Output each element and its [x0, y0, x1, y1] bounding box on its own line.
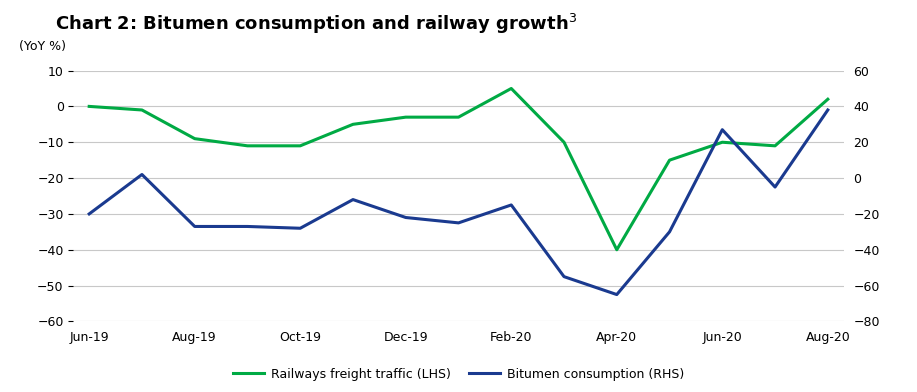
Railways freight traffic (LHS): [664, 158, 675, 163]
Bitumen consumption (RHS): [453, 221, 464, 225]
Line: Railways freight traffic (LHS): Railways freight traffic (LHS): [89, 89, 828, 250]
Railways freight traffic (LHS): [612, 247, 623, 252]
Bitumen consumption (RHS): [242, 224, 253, 229]
Railways freight traffic (LHS): [558, 140, 569, 145]
Text: (YoY %): (YoY %): [19, 40, 66, 53]
Bitumen consumption (RHS): [294, 226, 305, 230]
Railways freight traffic (LHS): [83, 104, 94, 109]
Bitumen consumption (RHS): [506, 203, 517, 207]
Bitumen consumption (RHS): [558, 274, 569, 279]
Railways freight traffic (LHS): [453, 115, 464, 120]
Railways freight traffic (LHS): [242, 143, 253, 148]
Railways freight traffic (LHS): [823, 97, 834, 102]
Bitumen consumption (RHS): [769, 185, 780, 189]
Bitumen consumption (RHS): [137, 172, 148, 177]
Railways freight traffic (LHS): [717, 140, 728, 145]
Railways freight traffic (LHS): [294, 143, 305, 148]
Railways freight traffic (LHS): [506, 86, 517, 91]
Line: Bitumen consumption (RHS): Bitumen consumption (RHS): [89, 110, 828, 294]
Bitumen consumption (RHS): [400, 215, 411, 220]
Text: Chart 2: Bitumen consumption and railway growth$^{3}$: Chart 2: Bitumen consumption and railway…: [55, 12, 577, 36]
Bitumen consumption (RHS): [823, 108, 834, 113]
Bitumen consumption (RHS): [664, 229, 675, 234]
Railways freight traffic (LHS): [400, 115, 411, 120]
Railways freight traffic (LHS): [137, 108, 148, 113]
Bitumen consumption (RHS): [612, 292, 623, 297]
Legend: Railways freight traffic (LHS), Bitumen consumption (RHS): Railways freight traffic (LHS), Bitumen …: [228, 363, 689, 386]
Railways freight traffic (LHS): [189, 136, 200, 141]
Railways freight traffic (LHS): [769, 143, 780, 148]
Bitumen consumption (RHS): [348, 197, 359, 202]
Bitumen consumption (RHS): [83, 212, 94, 216]
Bitumen consumption (RHS): [189, 224, 200, 229]
Railways freight traffic (LHS): [348, 122, 359, 127]
Bitumen consumption (RHS): [717, 127, 728, 132]
